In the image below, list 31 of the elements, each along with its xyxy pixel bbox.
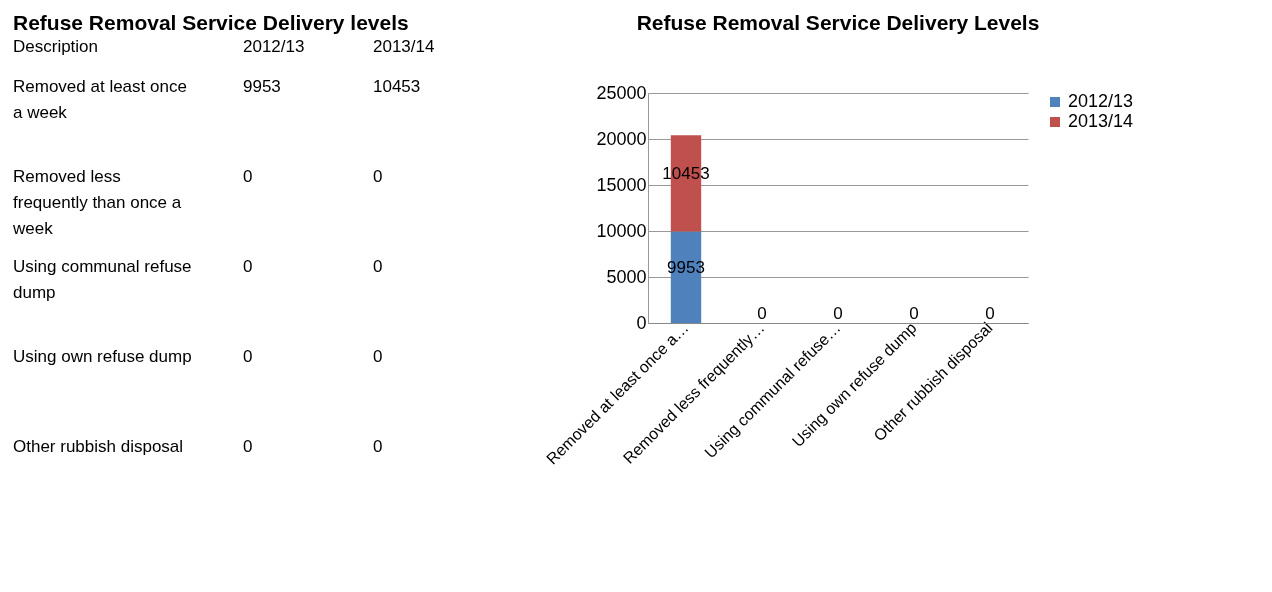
data-label: 0 [243,437,253,456]
data-label: 10453 [373,77,421,96]
category-label: Removed less frequently than once a week [12,167,182,238]
data-label: 0 [243,167,253,186]
category-label: Using own refuse dump [13,347,192,366]
data-label: 0 [373,347,383,366]
text: Description [13,37,99,56]
data-label: 0 [373,437,383,456]
data-label: 9953 [243,77,281,96]
data-label: 0 [243,347,253,366]
data-label: 0 [373,257,383,276]
text: Refuse Removal Service Delivery levels [13,11,409,34]
chart-title: Refuse Removal Service Delivery Levels [636,11,1040,34]
series-label: 2012/13 [243,37,305,56]
category-label: Using communal refuse dump [13,257,192,302]
legend-label: 2013/14 [1068,111,1134,131]
text: 2013/14 [373,37,435,56]
data-label: 0 [833,304,843,323]
data-label: 0 [985,304,995,323]
category-label: Removed at least once a week [13,77,187,122]
y-tick-label: 15000 [596,174,647,195]
data-label: 0 [373,167,383,186]
y-tick-label: 5000 [606,266,647,287]
y-tick-label: 20000 [596,128,647,149]
y-tick-label: 0 [636,312,647,333]
y-tick-label: 25000 [596,82,647,103]
data-label: 0 [243,257,253,276]
legend-label: 2012/13 [1068,91,1134,111]
y-tick-label: 10000 [596,220,647,241]
data-label: 0 [909,304,919,323]
data-label: 0 [757,304,767,323]
